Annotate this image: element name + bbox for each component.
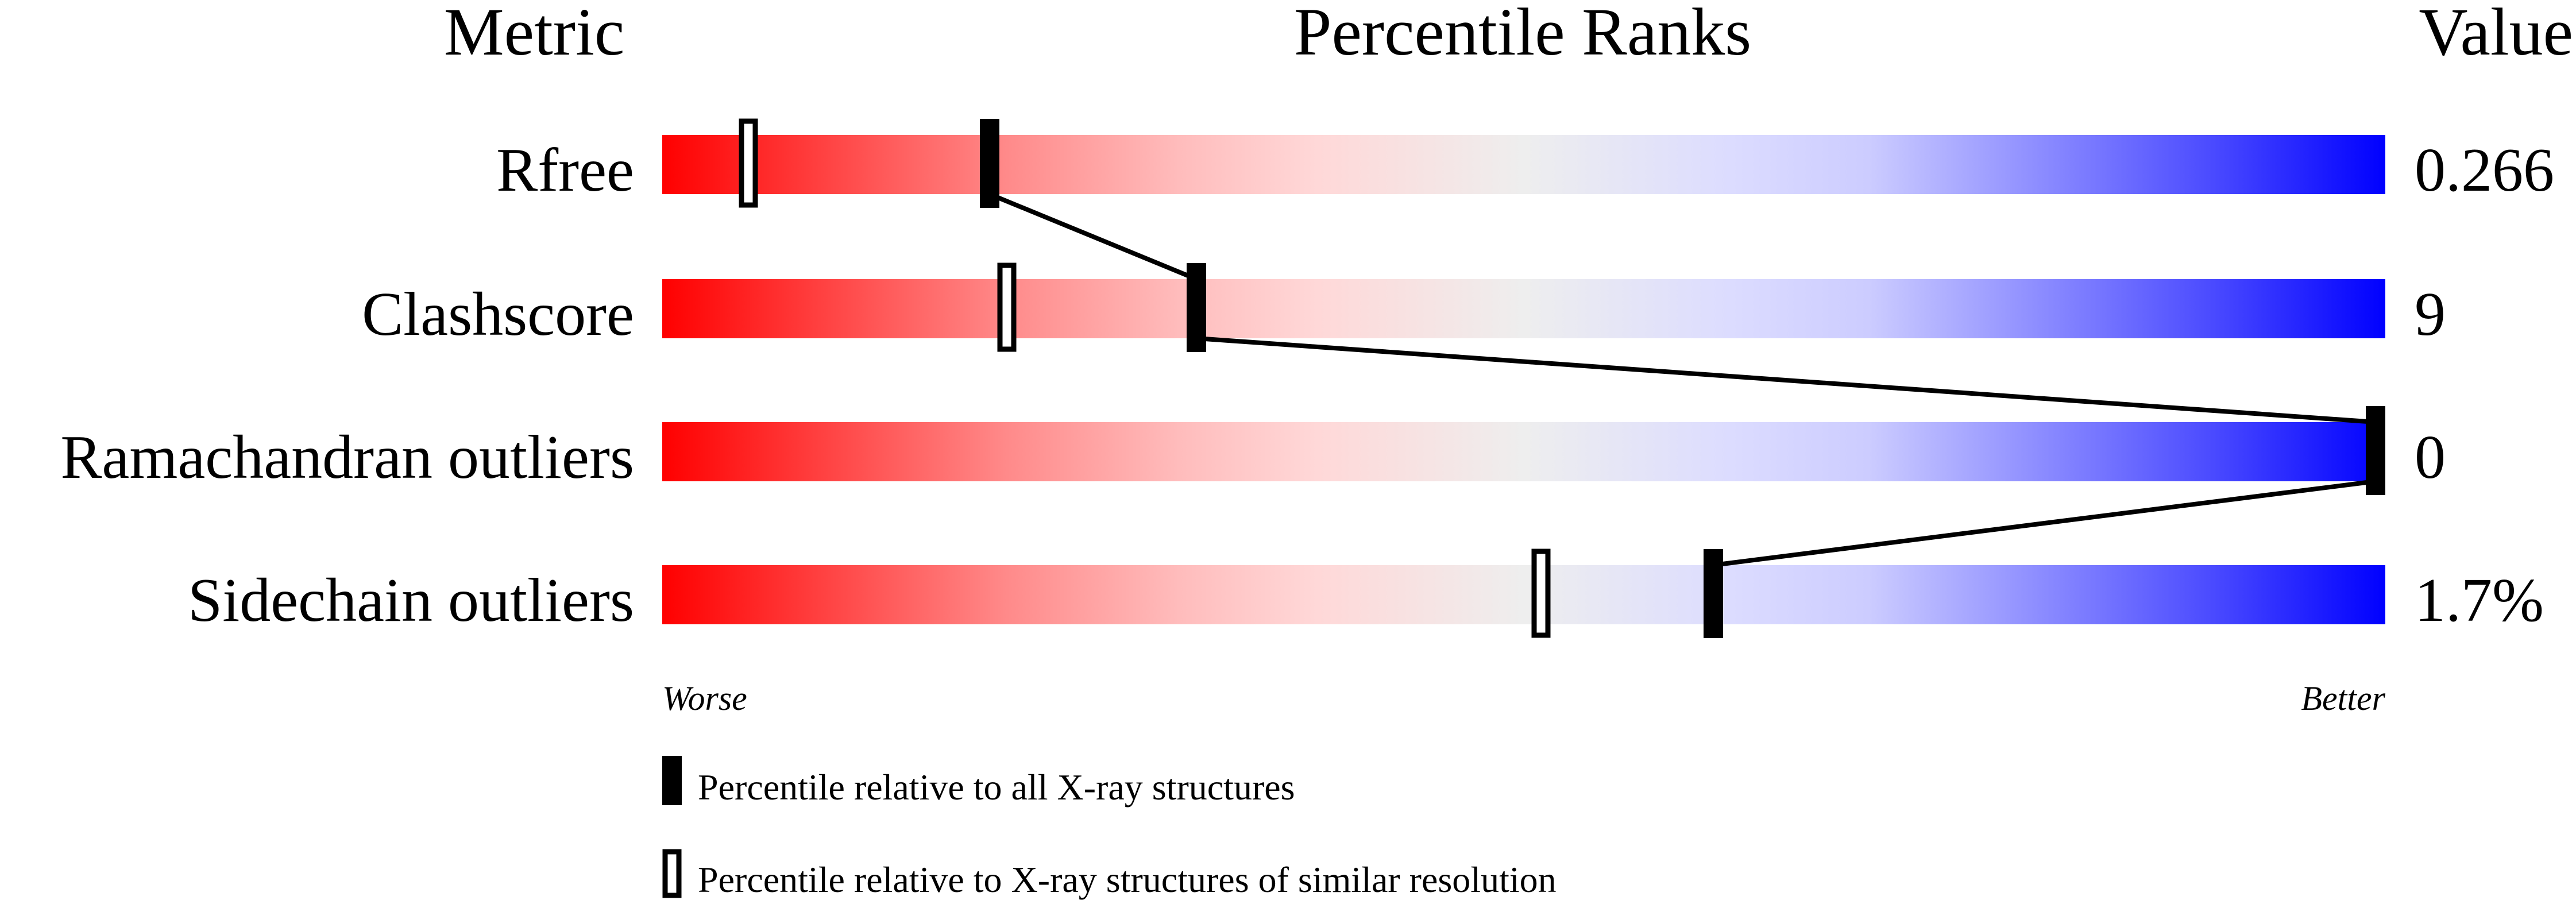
similar-resolution-marker: [1531, 548, 1551, 638]
metric-label: Sidechain outliers: [188, 566, 634, 635]
connector-line: [988, 192, 1198, 281]
metric-label: Clashscore: [362, 280, 634, 349]
metric-label: Rfree: [496, 136, 634, 204]
metric-value: 9: [2415, 280, 2446, 349]
connector-line: [1196, 336, 2376, 424]
header-metric: Metric: [444, 0, 625, 69]
similar-resolution-marker: [739, 118, 758, 208]
all-structures-marker: [1704, 549, 1723, 638]
all-structures-marker: [980, 119, 999, 208]
percentile-bar: [662, 135, 2385, 194]
metric-value: 0.266: [2415, 136, 2554, 204]
axis-worse-label: Worse: [662, 679, 747, 717]
percentile-bar: [662, 279, 2385, 338]
percentile-bar: [662, 422, 2385, 481]
header-percentile-ranks: Percentile Ranks: [1294, 0, 1751, 69]
all-structures-marker: [1187, 263, 1206, 352]
legend-similar-label: Percentile relative to X-ray structures …: [698, 859, 1557, 900]
legend-all-label: Percentile relative to all X-ray structu…: [698, 767, 1295, 808]
all-structures-marker: [2366, 406, 2385, 495]
similar-resolution-marker: [997, 262, 1017, 352]
legend-similar-marker: [662, 849, 682, 898]
header-value: Value: [2419, 0, 2573, 69]
connector-line: [1713, 479, 2376, 567]
metric-label: Ramachandran outliers: [60, 423, 634, 492]
legend-all-marker: [662, 756, 682, 805]
percentile-bar: [662, 565, 2385, 624]
metric-value: 1.7%: [2415, 566, 2544, 635]
axis-better-label: Better: [2301, 679, 2385, 717]
metric-value: 0: [2415, 423, 2446, 492]
